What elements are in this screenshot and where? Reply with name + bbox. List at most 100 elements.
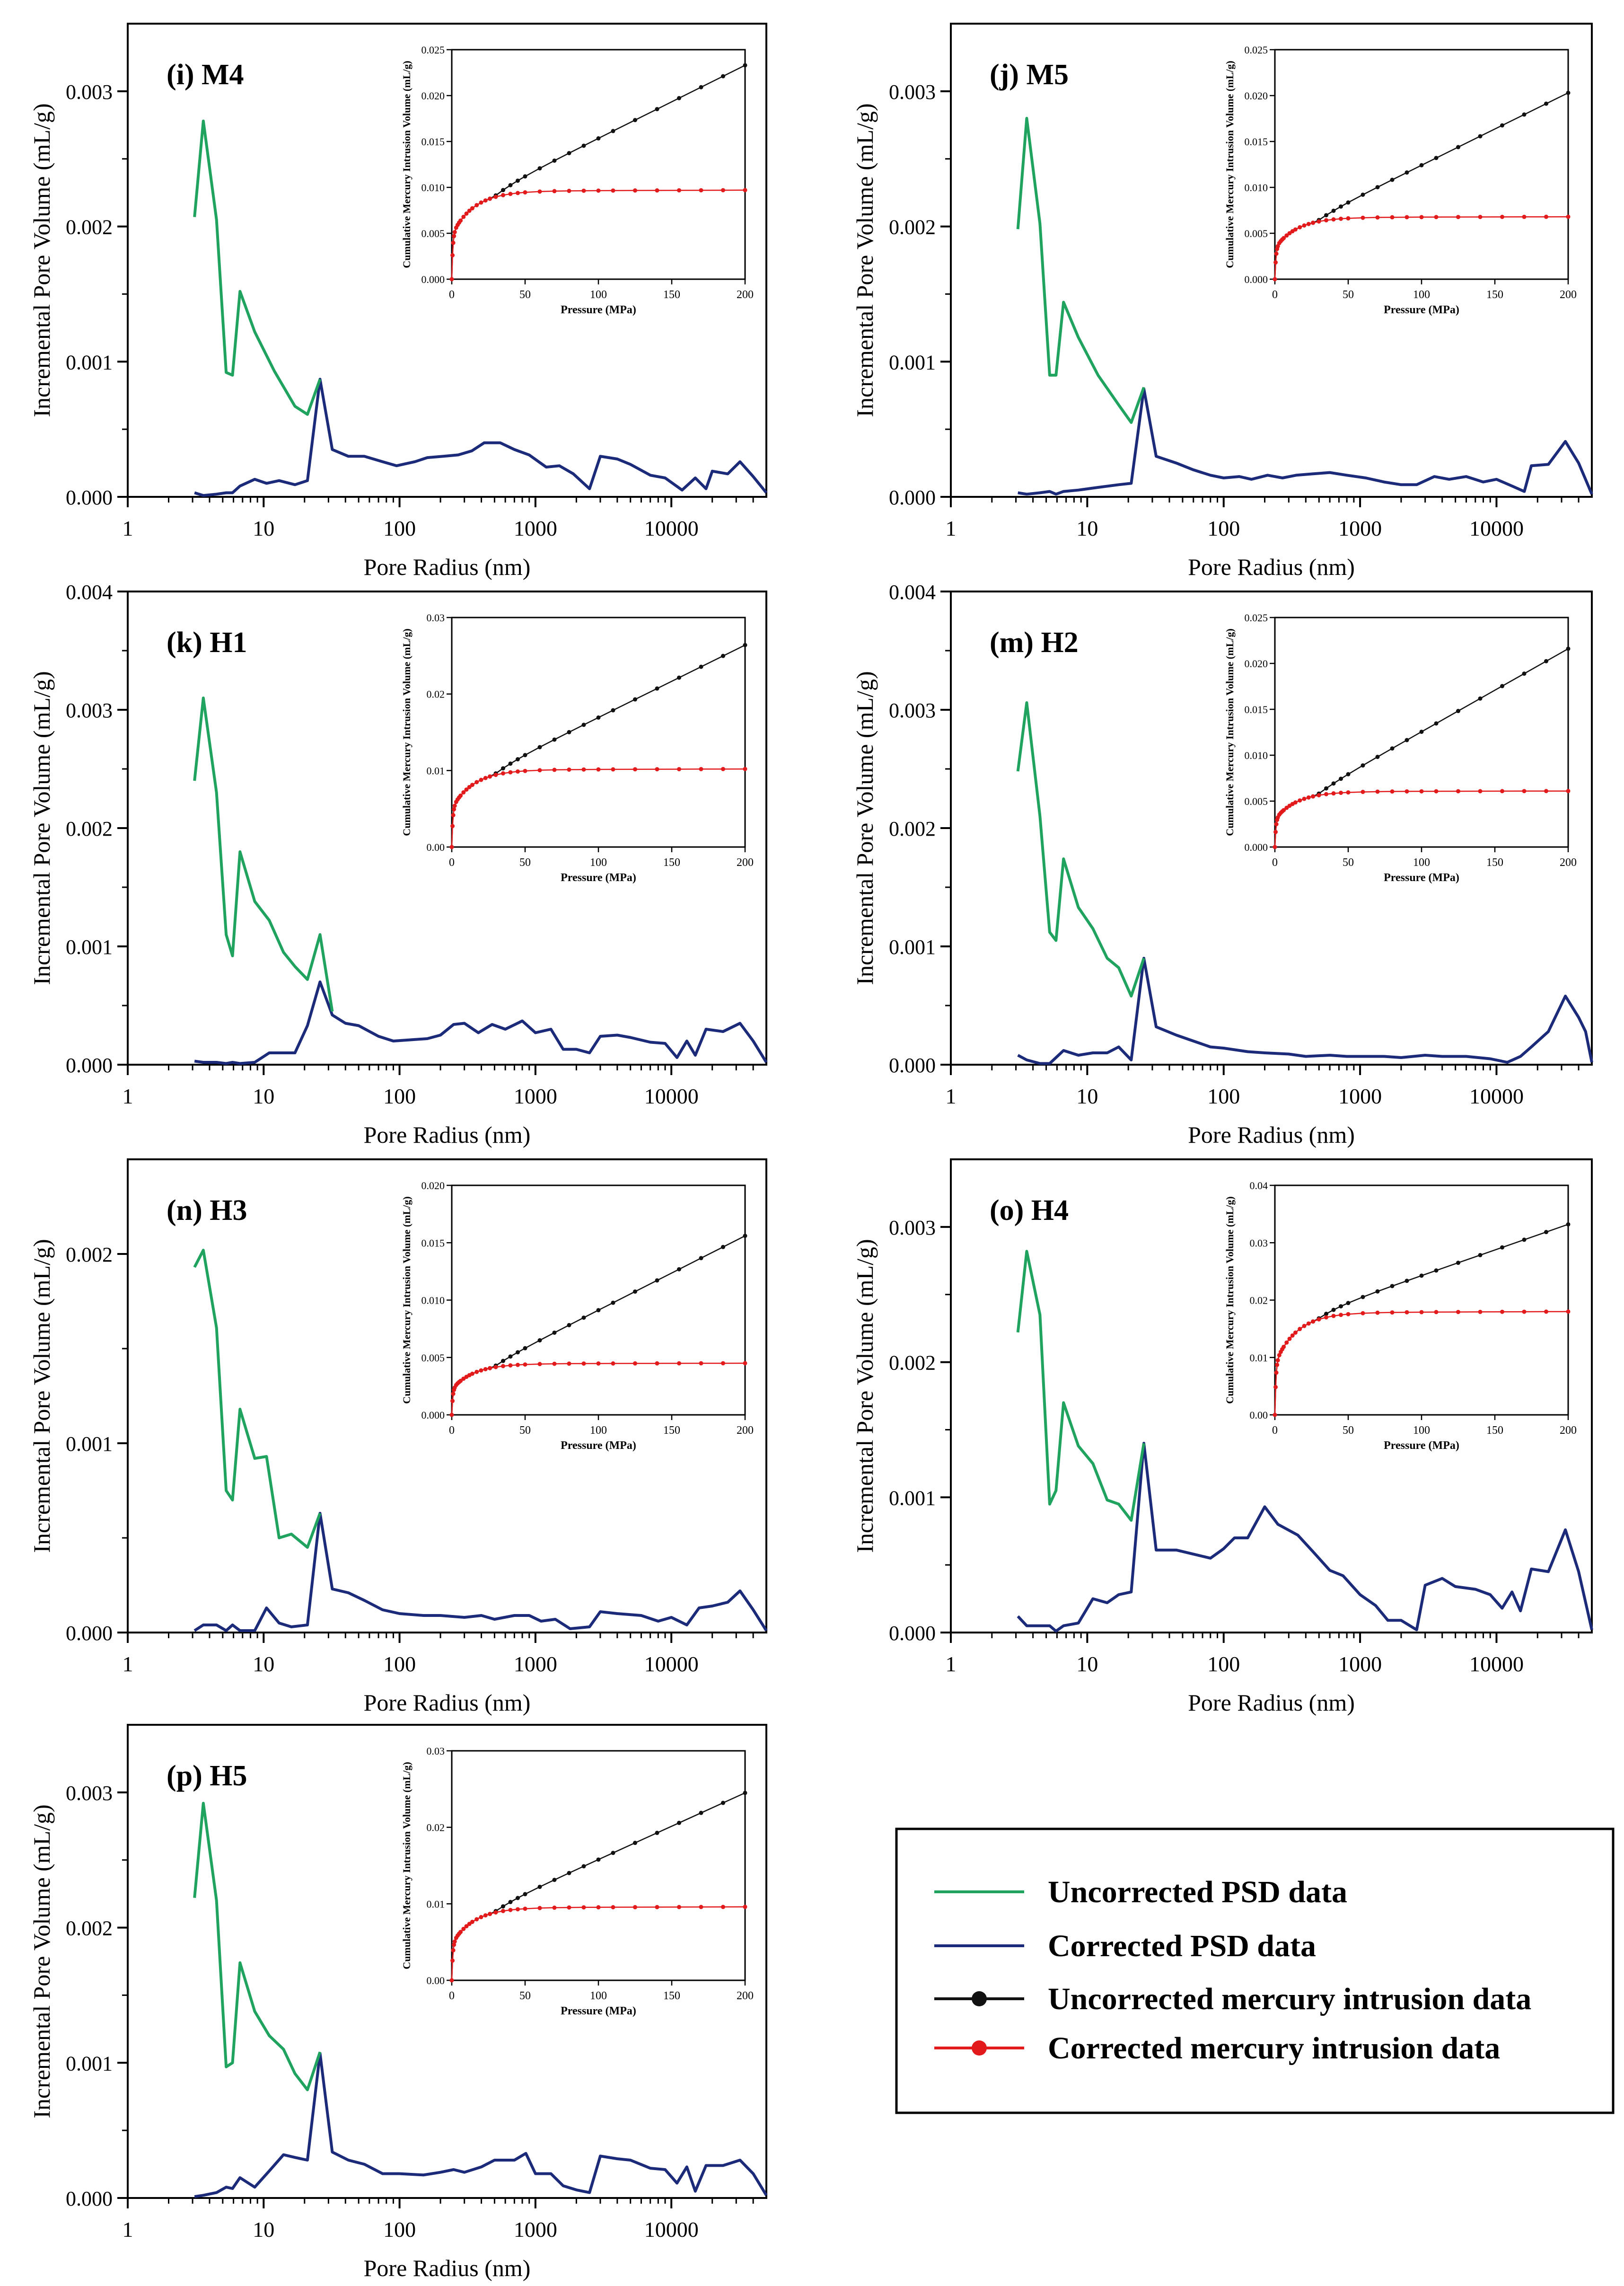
x-tick-label: 100 — [383, 2217, 416, 2242]
inset-point-uncorrected-hg — [1405, 1279, 1409, 1283]
inset-point-uncorrected-hg — [501, 188, 505, 193]
inset-point-corrected-hg — [677, 1905, 681, 1909]
inset-point-corrected-hg — [1339, 790, 1343, 795]
inset-point-corrected-hg — [1566, 214, 1571, 219]
inset-x-tick-label: 200 — [1560, 1424, 1577, 1437]
inset-point-uncorrected-hg — [633, 1841, 637, 1845]
y-tick-label: 0.002 — [66, 1243, 113, 1266]
inset-point-corrected-hg — [461, 790, 466, 795]
inset-x-tick-label: 100 — [1413, 1424, 1430, 1437]
inset-point-corrected-hg — [483, 198, 488, 203]
inset-point-uncorrected-hg — [611, 1851, 615, 1855]
inset-x-tick-label: 100 — [590, 289, 607, 301]
panels: 1 10 100 1000 100000.0000.0010.0020.003Pore … — [28, 23, 1593, 2281]
inset-point-corrected-hg — [488, 1366, 492, 1370]
inset-point-corrected-hg — [1339, 1313, 1343, 1317]
inset-point-corrected-hg — [655, 1905, 659, 1909]
inset-point-uncorrected-hg — [516, 1896, 520, 1900]
inset-point-uncorrected-hg — [508, 1900, 513, 1905]
x-tick-label: 1 — [946, 1084, 957, 1108]
inset-point-corrected-hg — [743, 188, 747, 193]
inset-point-corrected-hg — [743, 767, 747, 771]
inset-point-uncorrected-hg — [581, 143, 586, 148]
inset-point-corrected-hg — [493, 773, 498, 777]
series-corrected-psd — [193, 1512, 768, 1632]
panel-label: (k) H1 — [167, 627, 247, 659]
inset-point-uncorrected-hg — [655, 1278, 659, 1283]
inset-point-corrected-hg — [1544, 214, 1548, 219]
series-corrected-psd — [1018, 387, 1593, 496]
inset-point-uncorrected-hg — [1339, 1304, 1343, 1309]
inset-y-tick-label: 0.010 — [421, 182, 445, 194]
inset-point-corrected-hg — [552, 189, 557, 194]
inset-point-corrected-hg — [1273, 260, 1278, 265]
inset-point-uncorrected-hg — [508, 183, 513, 187]
inset-point-uncorrected-hg — [1324, 213, 1328, 218]
inset-point-corrected-hg — [1339, 216, 1343, 221]
inset-point-uncorrected-hg — [699, 1256, 703, 1261]
series-uncorrected-psd — [193, 697, 334, 1012]
y-tick-label: 0.000 — [66, 1054, 113, 1077]
inset-point-corrected-hg — [537, 1906, 542, 1910]
inset-point-corrected-hg — [1500, 789, 1504, 794]
inset-point-uncorrected-hg — [1331, 781, 1336, 786]
inset-point-corrected-hg — [596, 767, 601, 772]
inset-point-corrected-hg — [449, 277, 454, 282]
legend-label-corrected-hg: Corrected mercury intrusion data — [1048, 2031, 1500, 2065]
inset-point-corrected-hg — [449, 1978, 454, 1983]
x-tick-label: 1000 — [514, 2217, 557, 2242]
y-tick-label: 0.000 — [66, 486, 113, 509]
inset-point-uncorrected-hg — [721, 1801, 725, 1805]
inset-point-uncorrected-hg — [552, 1878, 557, 1882]
inset-point-corrected-hg — [721, 1905, 725, 1909]
y-tick-label: 0.000 — [889, 1054, 936, 1077]
inset-point-uncorrected-hg — [516, 757, 520, 762]
inset-point-uncorrected-hg — [721, 74, 725, 79]
inset-point-corrected-hg — [1390, 1310, 1395, 1315]
x-tick-label: 10000 — [644, 1084, 699, 1108]
inset-x-tick-label: 50 — [519, 1424, 531, 1437]
y-tick-label: 0.001 — [66, 2052, 113, 2075]
panel-label: (i) M4 — [167, 59, 244, 91]
x-tick-label: 10000 — [1469, 516, 1524, 540]
y-tick-label: 0.001 — [66, 936, 113, 959]
inset-point-uncorrected-hg — [523, 174, 527, 179]
inset-frame — [451, 1750, 746, 1981]
x-tick-label: 10000 — [1469, 1652, 1524, 1676]
inset-point-corrected-hg — [1500, 1309, 1504, 1314]
inset-point-corrected-hg — [1405, 789, 1409, 794]
inset-point-uncorrected-hg — [567, 1323, 571, 1327]
panel-5: 1 10 100 1000 100000.0000.0010.0020.003Pore … — [852, 1158, 1593, 1716]
inset-point-corrected-hg — [452, 1942, 456, 1947]
inset-point-corrected-hg — [516, 1907, 520, 1912]
inset-chart: 0 50 100 150 200 0.000 0.005 0.010 0.015 0.020 0.0… — [1224, 44, 1577, 316]
inset-point-corrected-hg — [523, 1362, 527, 1367]
x-tick-label: 1000 — [514, 516, 557, 540]
inset-x-tick-label: 0 — [1272, 856, 1278, 869]
inset-point-uncorrected-hg — [552, 1330, 557, 1335]
panel-6: 1 10 100 1000 100000.0000.0010.0020.003Pore … — [28, 1724, 768, 2281]
inset-point-uncorrected-hg — [699, 85, 703, 89]
inset-point-corrected-hg — [1434, 1310, 1439, 1315]
inset-point-uncorrected-hg — [537, 745, 542, 750]
inset-point-corrected-hg — [1522, 789, 1527, 794]
inset-point-uncorrected-hg — [523, 753, 527, 758]
inset-point-uncorrected-hg — [567, 1871, 571, 1875]
inset-chart: 0 50 100 150 200 0.000 0.005 0.010 0.015 0.020 Pre… — [401, 1180, 754, 1452]
inset-point-corrected-hg — [1302, 1324, 1307, 1328]
inset-point-corrected-hg — [699, 1361, 703, 1366]
inset-point-corrected-hg — [1317, 793, 1321, 798]
inset-point-corrected-hg — [1346, 790, 1351, 795]
x-axis-label: Pore Radius (nm) — [1188, 1689, 1355, 1716]
panel-label: (o) H4 — [990, 1194, 1069, 1227]
y-tick-label: 0.002 — [889, 1351, 936, 1375]
inset-point-uncorrected-hg — [633, 697, 637, 702]
inset-point-corrected-hg — [479, 777, 483, 782]
plot-frame — [127, 1724, 767, 2199]
inset-point-corrected-hg — [461, 1926, 466, 1931]
x-tick-label: 100 — [383, 1652, 416, 1676]
inset-point-corrected-hg — [449, 1412, 454, 1417]
inset-point-uncorrected-hg — [1478, 134, 1483, 139]
panel-1: 1 10 100 1000 100000.0000.0010.0020.003Pore … — [852, 23, 1593, 580]
